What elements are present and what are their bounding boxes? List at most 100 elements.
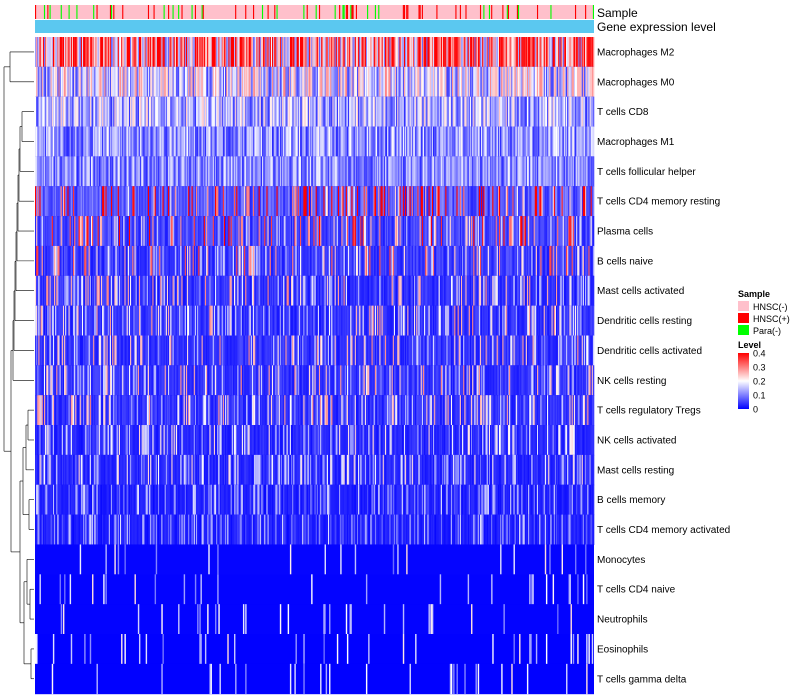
heatmap-cell bbox=[220, 37, 223, 68]
heatmap-cell bbox=[375, 275, 378, 307]
heatmap-cell bbox=[261, 216, 264, 247]
heatmap-cell bbox=[313, 96, 315, 128]
heatmap-cell bbox=[528, 66, 530, 98]
heatmap-cell bbox=[269, 37, 272, 68]
heatmap-cell bbox=[353, 96, 356, 128]
heatmap-cell bbox=[145, 275, 148, 307]
heatmap-cell bbox=[513, 126, 515, 157]
heatmap-cell bbox=[255, 156, 257, 187]
heatmap-cell bbox=[427, 186, 429, 217]
heatmap-cell bbox=[200, 37, 202, 68]
heatmap-cell bbox=[577, 96, 579, 128]
heatmap-cell bbox=[551, 186, 553, 217]
heatmap-cell bbox=[90, 186, 93, 217]
heatmap-cell bbox=[261, 156, 264, 187]
heatmap-cell bbox=[298, 186, 301, 217]
heatmap-cell bbox=[56, 186, 58, 217]
heatmap-cell bbox=[324, 186, 326, 217]
heatmap-cell bbox=[73, 216, 75, 247]
heatmap-cell bbox=[126, 216, 129, 247]
heatmap-cell bbox=[103, 156, 105, 187]
heatmap-cell bbox=[360, 275, 362, 307]
heatmap-cell bbox=[401, 156, 404, 187]
heatmap-cell bbox=[532, 37, 534, 68]
heatmap-cell bbox=[86, 37, 88, 68]
heatmap-cell bbox=[81, 216, 84, 247]
heatmap-cell bbox=[61, 66, 64, 98]
heatmap-cell bbox=[491, 37, 493, 68]
heatmap-cell bbox=[336, 156, 339, 187]
heatmap-cell bbox=[266, 66, 268, 98]
heatmap-cell bbox=[172, 186, 174, 217]
heatmap-cell bbox=[434, 96, 436, 128]
heatmap-cell bbox=[515, 96, 518, 128]
heatmap-cell bbox=[54, 245, 56, 277]
heatmap-cell bbox=[279, 37, 282, 68]
heatmap-cell bbox=[505, 186, 508, 217]
heatmap-cell bbox=[429, 126, 432, 157]
heatmap-cell bbox=[213, 96, 216, 128]
heatmap-cell bbox=[192, 245, 195, 277]
heatmap-cell bbox=[151, 186, 153, 217]
heatmap-cell bbox=[289, 216, 292, 247]
heatmap-cell bbox=[208, 156, 210, 187]
heatmap-cell bbox=[172, 216, 174, 247]
heatmap-cell bbox=[246, 156, 248, 187]
heatmap-cell bbox=[533, 96, 536, 128]
sample-cell-hnsc-pos bbox=[419, 5, 421, 19]
heatmap-cell bbox=[199, 275, 201, 307]
heatmap-cell bbox=[84, 96, 86, 128]
heatmap-cell bbox=[396, 186, 398, 217]
heatmap-cell bbox=[39, 245, 41, 277]
heatmap-cell bbox=[572, 96, 575, 128]
heatmap-cell bbox=[215, 216, 217, 247]
heatmap-cell bbox=[218, 66, 220, 98]
heatmap-cell bbox=[494, 96, 496, 128]
heatmap-cell bbox=[236, 126, 238, 157]
heatmap-cell bbox=[134, 96, 136, 128]
heatmap-cell bbox=[434, 126, 436, 157]
heatmap-cell bbox=[99, 245, 102, 277]
heatmap-cell bbox=[102, 216, 104, 247]
heatmap-cell bbox=[78, 126, 81, 157]
heatmap-cell bbox=[467, 66, 470, 98]
heatmap-cell bbox=[411, 126, 414, 157]
heatmap-cell bbox=[419, 275, 422, 307]
heatmap-cell bbox=[336, 245, 339, 277]
heatmap-cell bbox=[166, 275, 169, 307]
heatmap-cell bbox=[408, 186, 410, 217]
heatmap-cell bbox=[46, 156, 48, 187]
heatmap-cell bbox=[576, 126, 578, 157]
heatmap-cell bbox=[64, 275, 66, 307]
heatmap-cell bbox=[240, 275, 243, 307]
heatmap-cell bbox=[573, 66, 576, 98]
heatmap-cell bbox=[483, 245, 485, 277]
heatmap-cell bbox=[469, 66, 472, 98]
heatmap-cell bbox=[193, 66, 196, 98]
heatmap-cell bbox=[216, 156, 218, 187]
heatmap-cell bbox=[180, 156, 182, 187]
heatmap-cell bbox=[354, 37, 357, 68]
heatmap-cell bbox=[544, 216, 547, 247]
heatmap-cell bbox=[560, 245, 562, 277]
heatmap-cell bbox=[297, 186, 300, 217]
heatmap-cell bbox=[398, 216, 400, 247]
heatmap-cell bbox=[81, 245, 84, 277]
heatmap-cell bbox=[87, 126, 89, 157]
heatmap-cell bbox=[424, 96, 426, 128]
heatmap-cell bbox=[359, 66, 361, 98]
heatmap-cell bbox=[327, 245, 330, 277]
heatmap-cell bbox=[483, 186, 485, 217]
heatmap-cell bbox=[210, 275, 212, 307]
heatmap-cell bbox=[313, 37, 315, 68]
heatmap-cell bbox=[209, 37, 211, 68]
heatmap-cell bbox=[245, 156, 247, 187]
heatmap-cell bbox=[200, 96, 202, 128]
heatmap-cell bbox=[191, 126, 193, 157]
heatmap-cell bbox=[561, 37, 563, 68]
heatmap-cell bbox=[119, 216, 122, 247]
heatmap-cell bbox=[114, 245, 116, 277]
heatmap-cell bbox=[150, 275, 152, 307]
heatmap-cell bbox=[176, 156, 179, 187]
heatmap-cell bbox=[46, 96, 48, 128]
